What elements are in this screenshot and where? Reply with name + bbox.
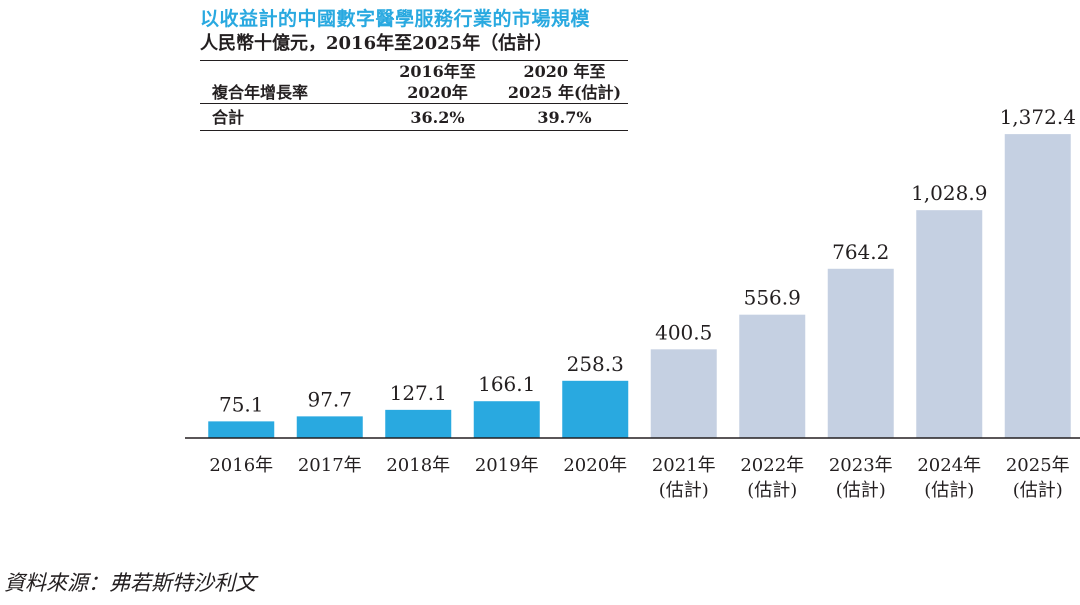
bar-chart: 75.1 2016年 97.7 2017年 127.1 2018年 166.1 2019年 25… bbox=[185, 105, 1080, 501]
data-label: 556.9 bbox=[744, 286, 801, 310]
x-tick-label: 2024年 bbox=[917, 455, 981, 476]
data-label: 1,028.9 bbox=[911, 181, 987, 205]
x-tick-label: 2017年 bbox=[298, 455, 362, 476]
bar bbox=[296, 416, 363, 438]
cagr-col1-header-line2: 2020年 bbox=[407, 83, 468, 102]
cagr-col1-value: 36.2% bbox=[410, 107, 465, 127]
x-tick-label: 2020年 bbox=[563, 455, 627, 476]
cagr-col2-header: 2020 年至 2025 年(估計) bbox=[501, 61, 628, 104]
data-label: 1,372.4 bbox=[1000, 105, 1076, 129]
x-tick-label: 2023年 bbox=[829, 455, 893, 476]
x-tick-label: (估計) bbox=[659, 480, 709, 501]
source-note: 資料來源：弗若斯特沙利文 bbox=[4, 571, 256, 595]
cagr-col2-header-line2: 2025 年(估計) bbox=[507, 83, 622, 102]
x-tick-label: (估計) bbox=[836, 480, 886, 501]
x-tick-label: (估計) bbox=[924, 480, 974, 501]
x-tick-label: 2022年 bbox=[740, 455, 804, 476]
x-tick-label: (估計) bbox=[1013, 480, 1063, 501]
data-label: 258.3 bbox=[567, 352, 624, 376]
cagr-total-label: 合計 bbox=[212, 107, 245, 127]
x-tick-label: (估計) bbox=[747, 480, 797, 501]
bar bbox=[562, 380, 629, 438]
x-tick-label: 2019年 bbox=[475, 455, 539, 476]
x-tick-label: 2021年 bbox=[652, 455, 716, 476]
chart-title: 以收益計的中國數字醫學服務行業的市場規模 bbox=[200, 8, 591, 30]
x-tick-label: 2016年 bbox=[209, 455, 273, 476]
cagr-col2-value: 39.7% bbox=[537, 107, 592, 127]
bar bbox=[916, 210, 983, 438]
x-tick-label: 2025年 bbox=[1006, 455, 1070, 476]
data-label: 127.1 bbox=[390, 381, 447, 405]
data-label: 764.2 bbox=[832, 240, 889, 264]
chart-subtitle: 人民幣十億元，2016年至2025年（估計） bbox=[200, 33, 553, 54]
cagr-col1-header: 2016年至 2020年 bbox=[374, 61, 501, 104]
cagr-total-row: 合計 36.2% 39.7% bbox=[200, 104, 628, 131]
cagr-label-header: 複合年增長率 bbox=[212, 83, 309, 102]
bar bbox=[1004, 134, 1071, 438]
data-label: 400.5 bbox=[655, 320, 712, 344]
data-label: 97.7 bbox=[307, 387, 352, 411]
bar bbox=[473, 401, 540, 438]
bar bbox=[208, 421, 275, 438]
cagr-col2-header-line1: 2020 年至 bbox=[523, 62, 606, 81]
cagr-table: 複合年增長率 2016年至 2020年 2020 年至 2025 年(估計) 合… bbox=[200, 60, 628, 131]
bar bbox=[827, 268, 894, 438]
cagr-header-row: 複合年增長率 2016年至 2020年 2020 年至 2025 年(估計) bbox=[200, 60, 628, 104]
cagr-col1-header-line1: 2016年至 bbox=[399, 62, 476, 81]
x-tick-label: 2018年 bbox=[386, 455, 450, 476]
bar bbox=[385, 409, 452, 438]
data-label: 166.1 bbox=[478, 372, 535, 396]
data-label: 75.1 bbox=[219, 392, 264, 416]
bar bbox=[650, 349, 717, 438]
bar bbox=[739, 314, 806, 438]
